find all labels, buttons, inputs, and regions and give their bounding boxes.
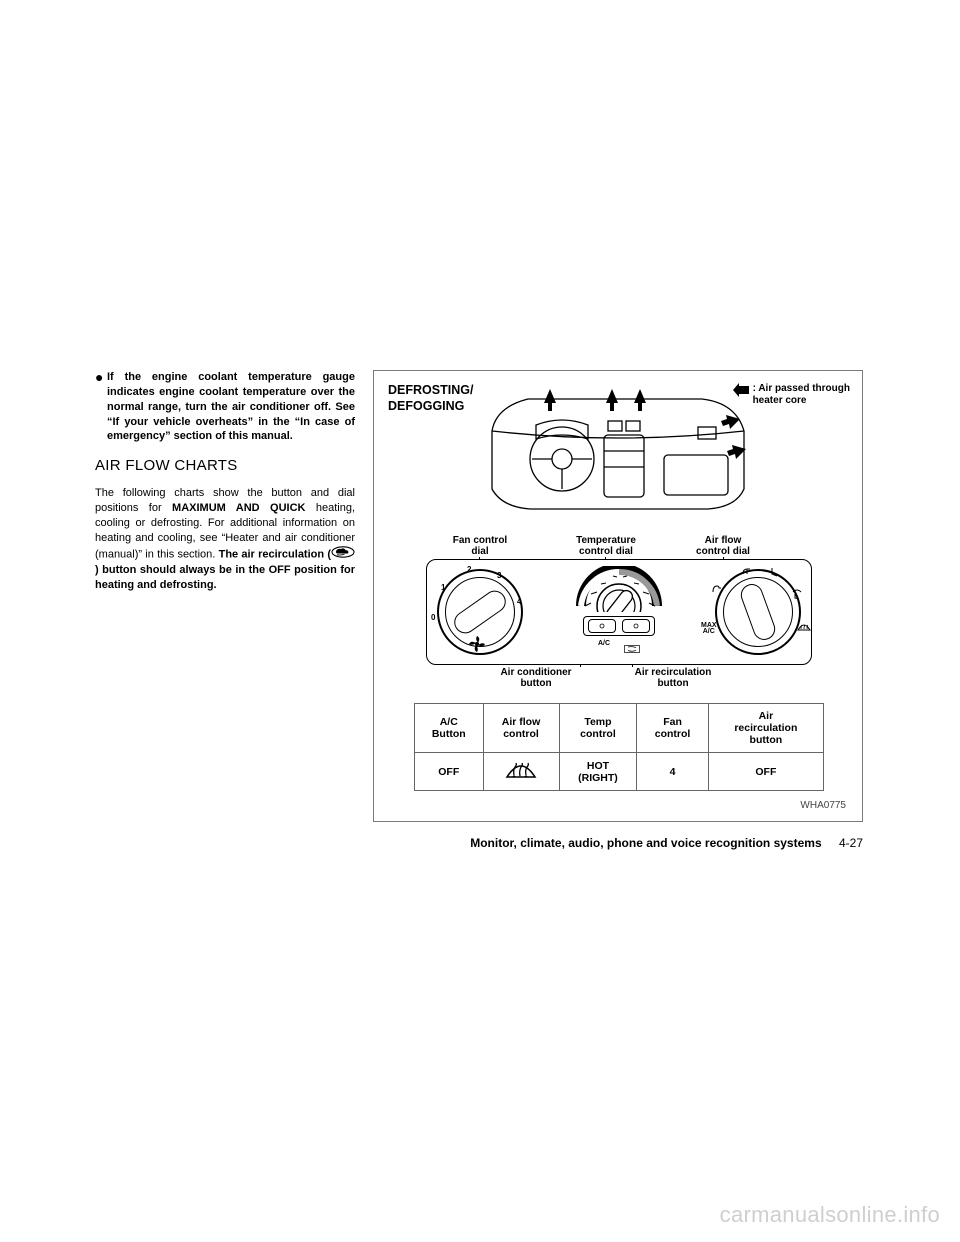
th-ac: A/C Button <box>415 704 484 753</box>
mode-bilevel-icon <box>741 563 755 581</box>
th-fan: Fan control <box>637 704 708 753</box>
diagram-title: DEFROSTING/ DEFOGGING <box>388 383 473 414</box>
footer-section: Monitor, climate, audio, phone and voice… <box>470 836 821 850</box>
defrost-icon <box>504 759 538 781</box>
label-recirc-button: Air recirculation button <box>618 667 728 689</box>
recirc-mini-icon <box>624 640 640 658</box>
diagram-title-l2: DEFOGGING <box>388 399 464 413</box>
left-column: ● If the engine coolant temperature gaug… <box>95 370 355 850</box>
page-footer: Monitor, climate, audio, phone and voice… <box>373 836 863 850</box>
footer-page: 4-27 <box>839 836 863 850</box>
two-column-layout: ● If the engine coolant temperature gaug… <box>95 370 865 850</box>
th-temp: Temp control <box>559 704 637 753</box>
table-row: OFF HOT (RIGHT) <box>415 753 824 791</box>
label-ac-button: Air conditioner button <box>486 667 586 689</box>
settings-table: A/C Button Air flow control Temp control… <box>414 703 824 791</box>
th-recirc: Air recirculation button <box>708 704 823 753</box>
diagram-inner: DEFROSTING/ DEFOGGING : Air passed throu… <box>380 377 856 815</box>
legend: : Air passed through heater core <box>733 383 850 406</box>
recirc-button <box>622 619 650 633</box>
dashboard-sketch <box>488 381 748 526</box>
mode-footdef-icon <box>791 587 803 605</box>
td-ac: OFF <box>415 753 484 791</box>
fan-tick-0: 0 <box>431 613 435 622</box>
label-temp-control: Temperature control dial <box>556 535 656 557</box>
td-airflow <box>483 753 559 791</box>
fan-tick-1: 1 <box>441 583 445 592</box>
para-bold-2a: The air recirculation ( <box>219 548 331 560</box>
para-bold-2b: ) button should always be in the OFF pos… <box>95 564 355 591</box>
right-column: DEFROSTING/ DEFOGGING : Air passed throu… <box>373 370 863 850</box>
ac-mini-label: A/C <box>598 640 610 658</box>
label-fan-control: Fan control dial <box>444 535 516 557</box>
page-content: ● If the engine coolant temperature gaug… <box>95 370 865 850</box>
center-stack: A/C <box>569 566 669 658</box>
bullet-item: ● If the engine coolant temperature gaug… <box>95 370 355 444</box>
watermark: carmanualsonline.info <box>720 1202 940 1228</box>
control-panel: 0 1 2 3 4 <box>426 559 812 665</box>
td-recirc: OFF <box>708 753 823 791</box>
temp-arc <box>573 566 665 612</box>
diagram-frame: DEFROSTING/ DEFOGGING : Air passed throu… <box>373 370 863 822</box>
table-header-row: A/C Button Air flow control Temp control… <box>415 704 824 753</box>
td-fan: 4 <box>637 753 708 791</box>
fan-tick-4: 4 <box>517 597 521 606</box>
para-bold-1: MAXIMUM AND QUICK <box>172 502 305 514</box>
mode-foot-icon <box>769 565 781 583</box>
bullet-dot: ● <box>95 370 107 444</box>
fan-icon <box>467 634 487 659</box>
td-temp: HOT (RIGHT) <box>559 753 637 791</box>
label-airflow-control: Air flow control dial <box>684 535 762 557</box>
section-heading: AIR FLOW CHARTS <box>95 456 355 476</box>
th-airflow: Air flow control <box>483 704 559 753</box>
body-paragraph: The following charts show the button and… <box>95 486 355 592</box>
figure-id: WHA0775 <box>800 800 846 811</box>
button-row <box>583 616 655 636</box>
ac-button <box>588 619 616 633</box>
bullet-text: If the engine coolant temperature gauge … <box>107 370 355 444</box>
mode-face-icon <box>711 581 723 599</box>
diagram-title-l1: DEFROSTING/ <box>388 383 473 397</box>
fan-tick-3: 3 <box>497 571 501 580</box>
fan-dial: 0 1 2 3 4 <box>437 569 523 655</box>
airflow-dial: MAX A/C <box>715 569 801 655</box>
legend-text: : Air passed through heater core <box>753 383 850 406</box>
max-ac-label: MAX A/C <box>701 623 717 636</box>
recirculation-icon <box>331 546 355 563</box>
fan-tick-2: 2 <box>467 565 471 574</box>
mode-defrost-icon <box>797 619 811 637</box>
